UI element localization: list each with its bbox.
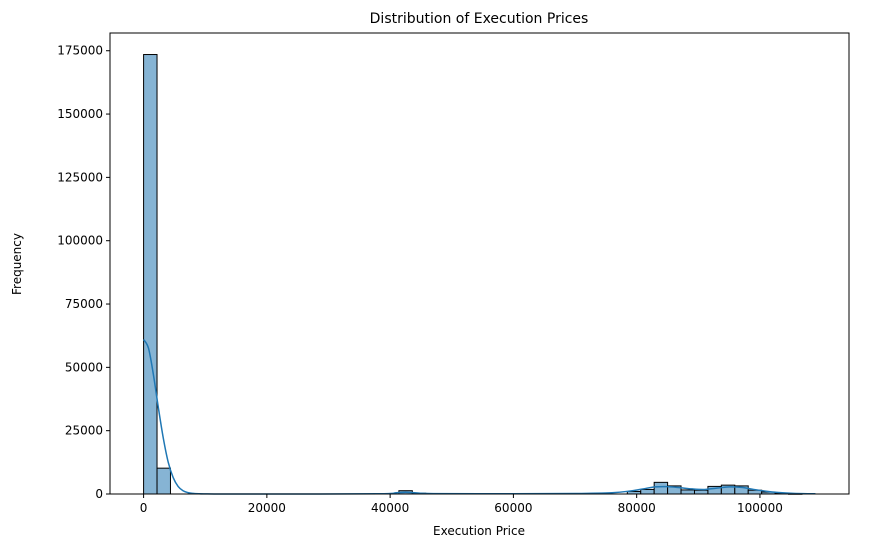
histogram-bar xyxy=(640,488,655,495)
histogram-bar xyxy=(693,489,709,495)
y-tick-label: 75000 xyxy=(65,297,103,311)
y-tick-label: 150000 xyxy=(57,107,103,121)
x-tick-label: 60000 xyxy=(494,501,532,515)
histogram-bar xyxy=(680,489,695,495)
y-tick-label: 125000 xyxy=(57,170,103,184)
x-tick-label: 100000 xyxy=(737,501,783,515)
x-tick-label: 20000 xyxy=(248,501,286,515)
y-tick-label: 50000 xyxy=(65,360,103,374)
x-axis-label: Execution Price xyxy=(433,524,525,538)
y-axis-label: Frequency xyxy=(10,233,24,295)
y-tick-label: 175000 xyxy=(57,44,103,58)
x-tick-label: 0 xyxy=(140,501,148,515)
plot-frame xyxy=(109,32,850,495)
histogram-bars xyxy=(143,54,803,495)
chart-title: Distribution of Execution Prices xyxy=(370,11,589,27)
x-axis-ticks: 0 20000 40000 60000 80000 100000 xyxy=(140,494,783,515)
histogram-bar xyxy=(156,467,171,495)
x-tick-label: 80000 xyxy=(618,501,656,515)
y-tick-label: 100000 xyxy=(57,234,103,248)
histogram-bar xyxy=(653,481,669,495)
y-tick-label: 25000 xyxy=(65,424,103,438)
kde-curve xyxy=(142,339,816,495)
histogram-bar xyxy=(143,54,158,495)
x-tick-label: 40000 xyxy=(371,501,409,515)
y-tick-label: 0 xyxy=(95,487,103,501)
y-axis-ticks: 0 25000 50000 75000 100000 125000 150000 175000 xyxy=(57,44,110,501)
